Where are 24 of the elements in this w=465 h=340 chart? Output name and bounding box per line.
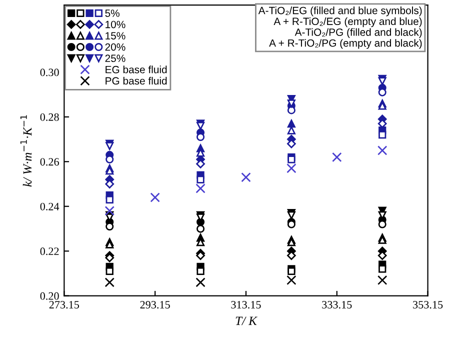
annotation: A + R-TiO₂/EG (empty and blue)	[274, 17, 422, 28]
y-tick-label: 0.28	[40, 113, 59, 121]
y-axis-title: k/ W·m$^{−1}$·K$^{−1}$	[20, 115, 32, 187]
x-tick-label: 353.15	[413, 301, 443, 309]
x-tick-label: 313.15	[231, 301, 261, 309]
legend-label: 20%	[105, 43, 126, 51]
x-tick-label: 293.15	[140, 301, 170, 309]
y-tick-label: 0.24	[40, 202, 60, 210]
y-tick-label: 0.26	[40, 158, 59, 166]
legend-label: 25%	[105, 54, 126, 62]
legend-label: EG base fluid	[106, 66, 167, 74]
y-tick-label: 0.20	[40, 292, 59, 300]
legend-label: 10%	[106, 20, 126, 28]
y-tick-label: 0.30	[40, 68, 59, 76]
x-tick-label: 333.15	[322, 301, 352, 309]
annotation: A + R-TiO₂/PG (empty and black)	[269, 39, 422, 49]
legend-label: PG base fluid	[106, 76, 167, 85]
annotation: A-TiO₂/PG (filled and black)	[294, 28, 422, 38]
y-tick-label: 0.22	[40, 248, 59, 256]
annotation: A-TiO₂/EG (filled and blue symbols)	[258, 6, 422, 16]
legend-label: 5%	[105, 10, 120, 17]
x-axis-title: T/ K	[236, 316, 258, 326]
legend-label: 15%	[106, 32, 126, 40]
x-tick-label: 273.15	[49, 301, 80, 309]
